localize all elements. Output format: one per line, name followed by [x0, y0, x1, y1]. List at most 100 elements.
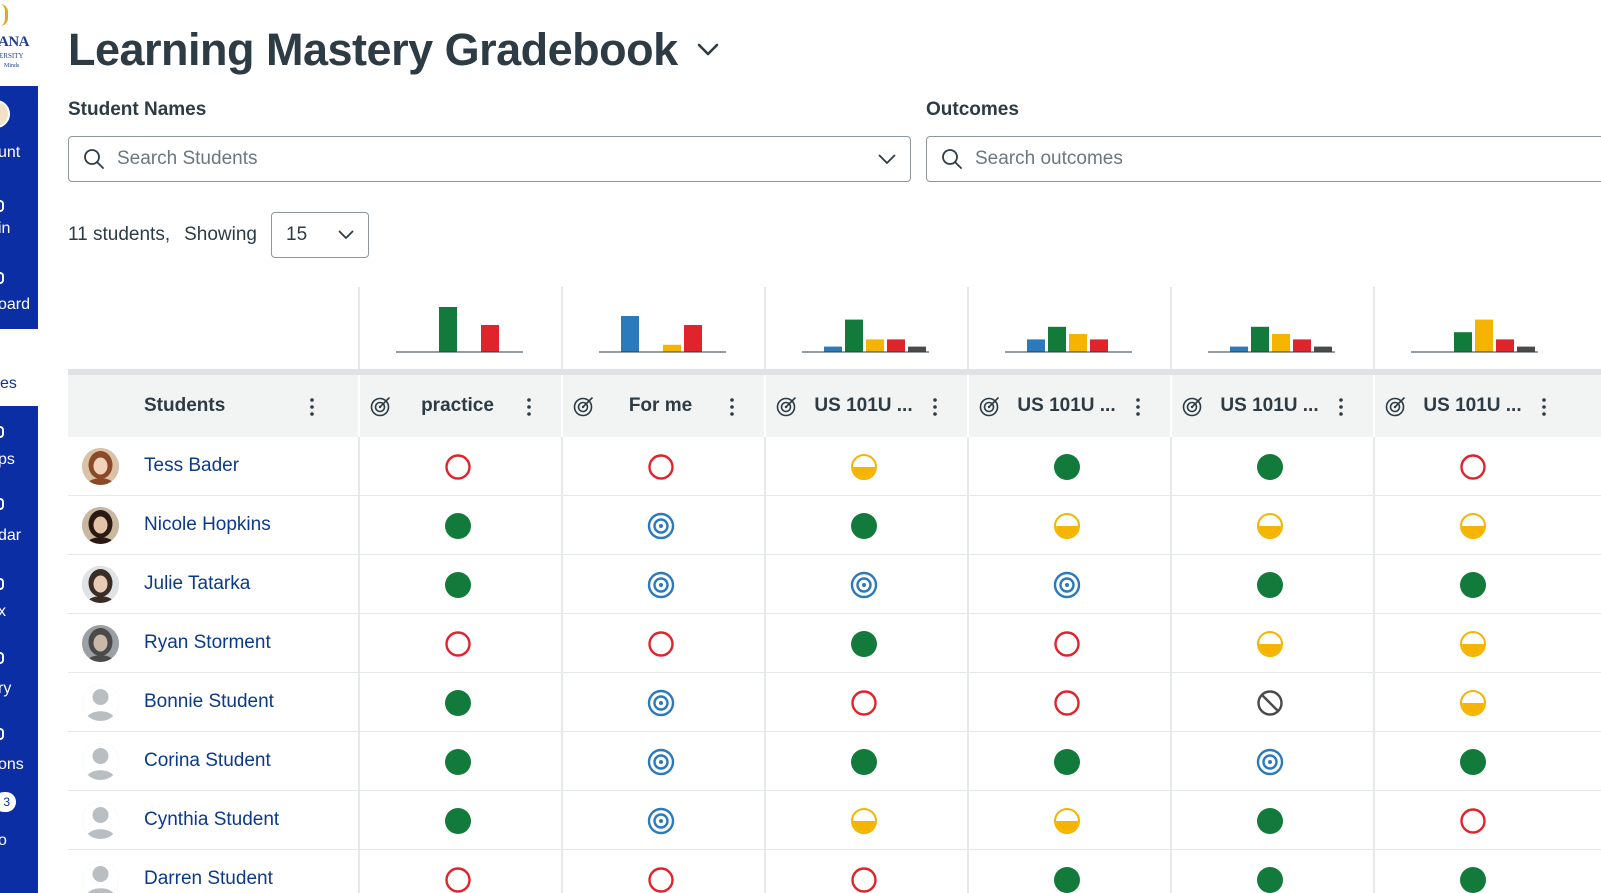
cell-divider [561, 732, 563, 790]
per-page-select[interactable]: 15 [271, 212, 369, 258]
score-below-icon[interactable] [444, 630, 472, 658]
histogram-chart [599, 316, 726, 353]
logo-text: ANA [0, 34, 30, 50]
score-mastery-icon[interactable] [647, 512, 675, 540]
outcome-column-header[interactable]: US 101U ... [967, 375, 1170, 437]
outcome-column-header[interactable]: For me [561, 375, 764, 437]
score-below-icon[interactable] [1053, 630, 1081, 658]
score-near-icon[interactable] [1459, 630, 1487, 658]
score-exceeds-icon[interactable] [1256, 807, 1284, 835]
outcome-column-header[interactable]: US 101U ... [1373, 375, 1576, 437]
student-search-combobox[interactable] [68, 136, 911, 182]
students-column-header: Students [68, 375, 358, 437]
score-exceeds-icon[interactable] [1256, 453, 1284, 481]
score-exceeds-icon[interactable] [444, 571, 472, 599]
score-exceeds-icon[interactable] [850, 748, 878, 776]
cell-divider [1170, 850, 1172, 893]
score-below-icon[interactable] [1459, 453, 1487, 481]
score-near-icon[interactable] [1256, 512, 1284, 540]
outcome-column-header[interactable]: US 101U ... [1170, 375, 1373, 437]
outcome-search-input[interactable] [975, 148, 1601, 170]
score-exceeds-icon[interactable] [444, 512, 472, 540]
score-mastery-icon[interactable] [1053, 571, 1081, 599]
outcome-column-menu-kebab-icon[interactable] [1333, 395, 1349, 419]
score-exceeds-icon[interactable] [1459, 571, 1487, 599]
histogram-bar-mastery [1230, 346, 1248, 352]
students-column-menu-kebab-icon[interactable] [304, 395, 320, 419]
score-near-icon[interactable] [850, 807, 878, 835]
outcome-histogram [561, 287, 764, 369]
score-below-icon[interactable] [1459, 807, 1487, 835]
outcome-column-menu-kebab-icon[interactable] [724, 395, 740, 419]
admin-icon [0, 200, 4, 212]
student-row: Ryan Storment [68, 614, 1601, 673]
score-exceeds-icon[interactable] [444, 689, 472, 717]
student-name-link[interactable]: Darren Student [144, 868, 273, 889]
score-mastery-icon[interactable] [647, 807, 675, 835]
student-name-link[interactable]: Tess Bader [144, 455, 240, 476]
outcome-column-menu-kebab-icon[interactable] [927, 395, 943, 419]
score-mastery-icon[interactable] [647, 571, 675, 599]
score-exceeds-icon[interactable] [1256, 571, 1284, 599]
score-near-icon[interactable] [1459, 512, 1487, 540]
score-exceeds-icon[interactable] [1256, 866, 1284, 893]
score-exceeds-icon[interactable] [1053, 453, 1081, 481]
student-search-input[interactable] [117, 148, 878, 170]
score-below-icon[interactable] [444, 453, 472, 481]
score-near-icon[interactable] [1459, 689, 1487, 717]
outcome-column-menu-kebab-icon[interactable] [1536, 395, 1552, 419]
outcome-column-menu-kebab-icon[interactable] [1130, 395, 1146, 419]
student-name-link[interactable]: Julie Tatarka [144, 573, 251, 594]
outcome-column-header[interactable]: US 101U ... [764, 375, 967, 437]
score-exceeds-icon[interactable] [444, 807, 472, 835]
score-mastery-icon[interactable] [850, 571, 878, 599]
score-exceeds-icon[interactable] [1053, 866, 1081, 893]
score-below-icon[interactable] [444, 866, 472, 893]
histogram-bar-near [1272, 334, 1290, 352]
score-mastery-icon[interactable] [647, 689, 675, 717]
cell-divider [1373, 496, 1375, 554]
target-icon [776, 397, 796, 417]
student-name-link[interactable]: Ryan Storment [144, 632, 271, 653]
histogram-bar-below [1293, 339, 1311, 352]
score-below-icon[interactable] [647, 453, 675, 481]
student-name-link[interactable]: Nicole Hopkins [144, 514, 271, 535]
outcome-column-menu-kebab-icon[interactable] [521, 395, 537, 419]
cell-divider [358, 850, 360, 893]
score-below-icon[interactable] [850, 866, 878, 893]
score-below-icon[interactable] [1053, 689, 1081, 717]
cell-divider [1170, 437, 1172, 495]
score-exceeds-icon[interactable] [1459, 866, 1487, 893]
student-name-link[interactable]: Bonnie Student [144, 691, 274, 712]
nav-label-courses[interactable]: es [0, 375, 17, 392]
outcome-column-header[interactable]: practice [358, 375, 561, 437]
histogram-chart [396, 307, 523, 353]
score-below-icon[interactable] [647, 866, 675, 893]
nav-label-admin: in [0, 220, 11, 237]
student-name-link[interactable]: Corina Student [144, 750, 271, 771]
score-exceeds-icon[interactable] [444, 748, 472, 776]
score-exceeds-icon[interactable] [1053, 748, 1081, 776]
score-near-icon[interactable] [850, 453, 878, 481]
cell-divider [358, 732, 360, 790]
chevron-down-icon[interactable] [878, 154, 896, 165]
institution-logo[interactable]: ANA ERSITY Minds [0, 0, 38, 86]
student-name-link[interactable]: Cynthia Student [144, 809, 280, 830]
score-below-icon[interactable] [850, 689, 878, 717]
score-exceeds-icon[interactable] [850, 512, 878, 540]
score-near-icon[interactable] [1053, 512, 1081, 540]
cell-divider [358, 791, 360, 849]
outcome-search-combobox[interactable] [926, 136, 1601, 182]
score-mastery-icon[interactable] [1256, 748, 1284, 776]
gradebook-menu-chevron-down-icon[interactable] [694, 36, 722, 64]
logo-sun-icon [0, 4, 8, 26]
score-exceeds-icon[interactable] [850, 630, 878, 658]
cell-divider [1373, 555, 1375, 613]
score-exceeds-icon[interactable] [1459, 748, 1487, 776]
outcome-histogram [967, 287, 1170, 369]
score-near-icon[interactable] [1053, 807, 1081, 835]
score-mastery-icon[interactable] [647, 748, 675, 776]
score-near-icon[interactable] [1256, 630, 1284, 658]
score-none-icon[interactable] [1256, 689, 1284, 717]
score-below-icon[interactable] [647, 630, 675, 658]
